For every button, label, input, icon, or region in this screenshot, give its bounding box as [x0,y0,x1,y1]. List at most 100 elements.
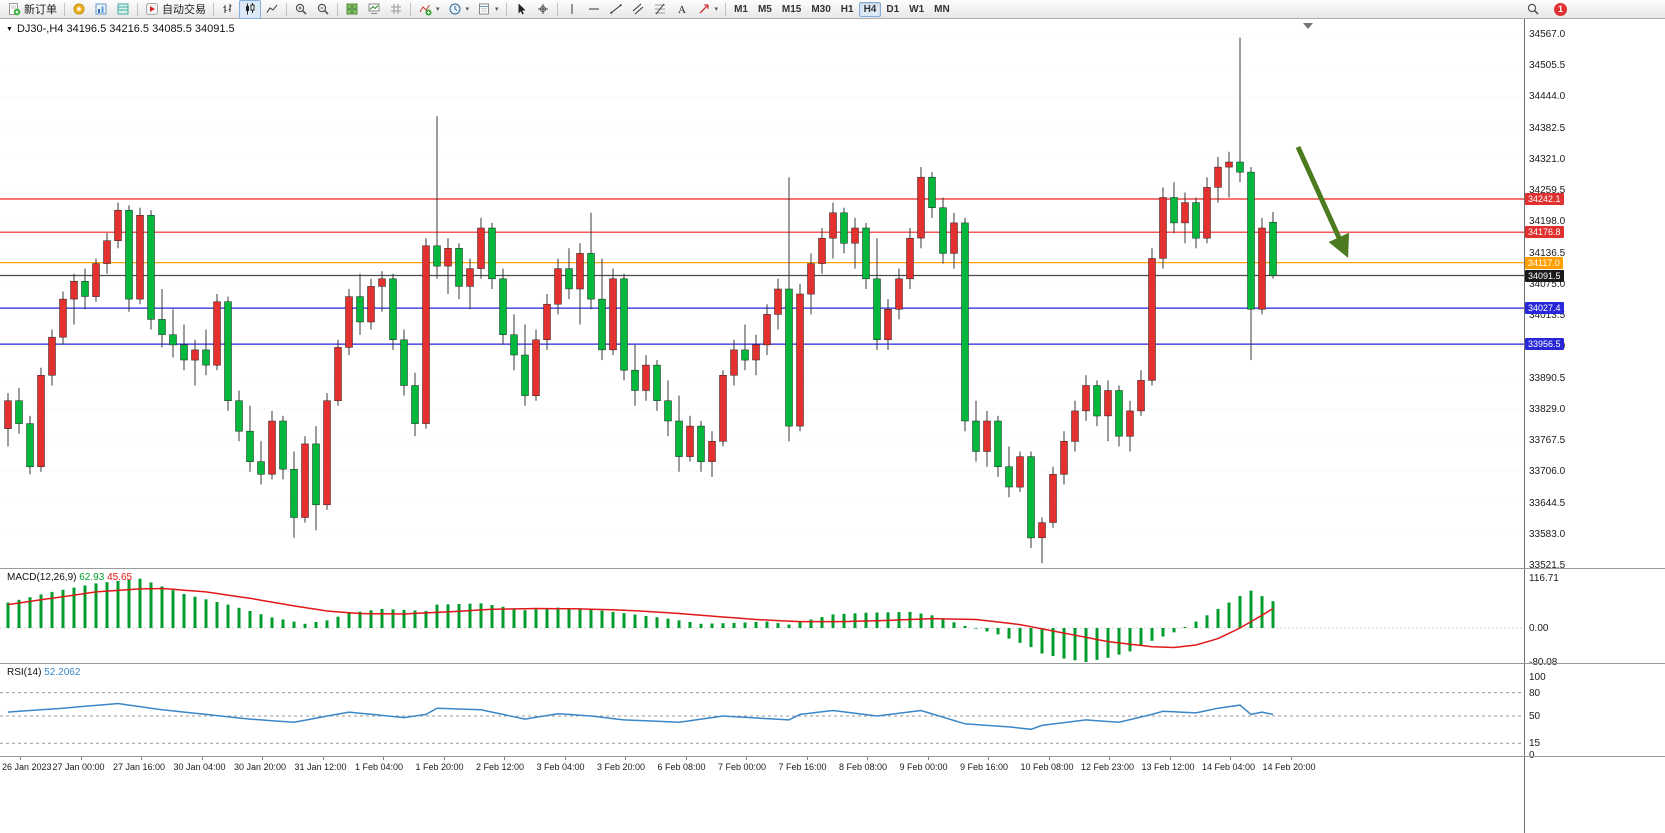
macd-axis-label: 116.71 [1529,573,1559,585]
candle [1060,441,1068,475]
profiles-button[interactable] [90,0,112,19]
candle [741,349,749,361]
candle [895,278,903,310]
candle [884,309,892,341]
tile-windows-button[interactable] [341,0,363,19]
collapse-triangle-icon[interactable]: ▼ [6,25,13,33]
price-axis[interactable]: 34567.0 34505.5 34444.0 34382.5 34321.0 34259… [1524,19,1665,833]
macd-histogram [6,578,1275,662]
candle [1203,187,1211,239]
fibonacci-button[interactable] [649,0,671,19]
timeframe-h1[interactable]: H1 [840,3,854,15]
time-tick [806,757,808,760]
candle [807,263,815,295]
candle [565,268,573,290]
periods-button[interactable]: ▾ [444,0,474,19]
candle [213,301,221,366]
metaeditor-button[interactable] [68,0,90,19]
candle [455,248,463,287]
text-button[interactable]: A [671,0,693,19]
notification-badge[interactable]: 1 [1554,2,1567,16]
hline-icon [588,8,599,10]
trend-arrow-annotation[interactable] [1295,145,1350,258]
zoom-in-button[interactable] [290,0,312,19]
candle [532,339,540,396]
candle [202,349,210,366]
candle [345,296,353,348]
candle [1071,410,1079,442]
rsi-axis-label: 0 [1529,750,1535,761]
chevron-down-icon: ▾ [714,6,719,13]
candle [1236,161,1244,173]
timeframe-h4[interactable]: H4 [858,1,882,17]
toolbar-separator [556,2,558,16]
toolbar-separator [286,2,287,16]
candle [147,215,155,320]
panel-separator[interactable] [0,568,1665,569]
candle [301,443,309,518]
timeframe-mn[interactable]: MN [934,3,950,15]
time-label: 1 Feb 04:00 [355,762,404,772]
trendline-icon [609,4,622,14]
time-label: 30 Jan 04:00 [173,762,226,772]
time-axis[interactable]: 26 Jan 2023 27 Jan 00:00 27 Jan 16:00 30 Ja… [0,757,1524,779]
price-tag: 34176.8 [1525,226,1564,239]
timeframe-d1[interactable]: D1 [886,3,900,15]
grid-button[interactable] [385,0,407,19]
time-label: 10 Feb 08:00 [1020,762,1074,772]
line-chart-button[interactable] [261,0,283,19]
candle [774,288,782,315]
rsi-value: 52.2062 [44,667,81,678]
auto-trading-button[interactable]: 自动交易 [141,0,210,19]
candlestick-chart-button[interactable] [239,0,261,19]
price-tag: 34117.0 [1525,256,1563,269]
candle [433,245,441,267]
zoom-out-button[interactable] [312,0,334,19]
candle [224,301,232,401]
crosshair-button[interactable] [532,0,554,19]
channel-button[interactable] [627,0,649,19]
text-icon: A [678,4,686,16]
candle [367,286,375,323]
time-tick [867,757,868,760]
candle [620,278,628,371]
chart-title-text: DJ30-,H4 34196.5 34216.5 34085.5 34091.5 [16,23,235,35]
timeframe-w1[interactable]: W1 [909,3,925,15]
timeframe-m5[interactable]: M5 [757,3,772,15]
price-axis-label: 33890.5 [1529,372,1566,384]
candle [818,237,826,264]
chart-shift-marker-icon[interactable] [1303,23,1313,29]
vertical-line-button[interactable] [561,0,583,19]
crosshair-icon [537,4,548,14]
autotrading-icon [146,3,158,15]
search-button[interactable] [1522,0,1544,19]
timeframe-m1[interactable]: M1 [734,3,748,15]
time-tick [20,757,21,760]
panel-separator[interactable] [0,663,1665,664]
candle [378,278,386,287]
candle [1137,380,1145,412]
datawindow-icon [117,3,129,15]
candle [400,339,408,386]
timeframe-m15[interactable]: M15 [781,3,802,15]
macd-panel[interactable] [0,569,1524,663]
toolbar-separator [410,2,411,16]
time-tick [262,757,263,760]
templates-button[interactable]: ▾ [473,0,503,19]
candle [59,298,67,338]
timeframe-m30[interactable]: M30 [811,3,831,15]
data-window-button[interactable] [112,0,134,19]
trendline-button[interactable] [605,0,627,19]
auto-arrange-button[interactable] [363,0,385,19]
cursor-button[interactable] [510,0,532,19]
rsi-panel[interactable] [0,664,1524,756]
horizontal-line-button[interactable] [583,0,605,19]
time-tick [1290,757,1292,760]
arrows-button[interactable]: ▾ [693,0,723,19]
macd-label: MACD(12,26,9) 62.93 45.65 [7,572,133,583]
price-chart[interactable] [0,19,1524,568]
candle [576,253,584,290]
new-order-button[interactable]: 新订单 [3,0,61,19]
bar-chart-button[interactable] [217,0,239,19]
indicators-button[interactable]: ▾ [414,0,444,19]
